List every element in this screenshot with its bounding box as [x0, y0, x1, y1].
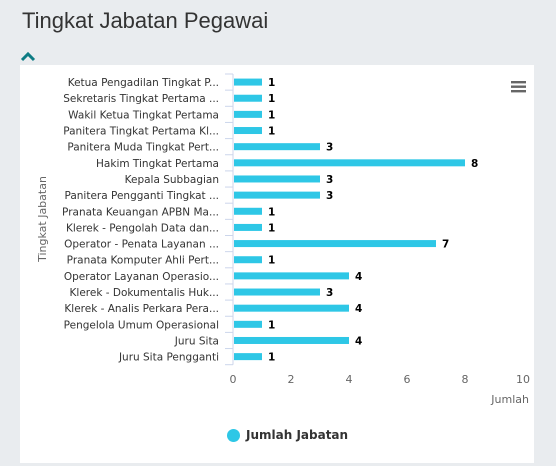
y-tick-label: Ketua Pengadilan Tingkat P...: [68, 77, 219, 89]
page-title: Tingkat Jabatan Pegawai: [22, 8, 269, 33]
data-label: 3: [326, 190, 333, 202]
bar: [234, 94, 262, 102]
bar: [234, 223, 262, 231]
hamburger-menu-icon: [511, 81, 526, 93]
y-tick-label: Klerek - Pengolah Data dan...: [66, 222, 219, 234]
chart-menu-button[interactable]: [506, 79, 530, 99]
data-label: 7: [442, 239, 449, 251]
y-tick-label: Panitera Tingkat Pertama Kl...: [63, 126, 219, 138]
bar: [234, 353, 262, 361]
legend-marker: [227, 428, 240, 442]
data-label: 4: [355, 303, 362, 315]
data-label: 4: [355, 335, 362, 347]
bar: [234, 143, 320, 151]
y-tick-label: Sekretaris Tingkat Pertama ...: [63, 93, 219, 105]
x-tick-label: 10: [516, 373, 530, 386]
y-tick-label: Juru Sita Pengganti: [118, 352, 219, 364]
bar: [234, 320, 262, 328]
bar: [234, 110, 262, 118]
bar: [234, 159, 465, 167]
bar: [234, 304, 349, 312]
x-tick-label: 8: [462, 373, 469, 386]
y-tick-label: Operator Layanan Operasio...: [64, 271, 219, 283]
data-label: 4: [355, 271, 362, 283]
y-tick-label: Klerek - Dokumentalis Huk...: [70, 287, 219, 299]
x-axis-title: Jumlah: [490, 393, 529, 406]
bar: [234, 127, 262, 135]
bar: [234, 256, 262, 264]
y-axis-title: Tingkat Jabatan: [36, 176, 49, 263]
x-tick-label: 4: [346, 373, 353, 386]
legend-label: Jumlah Jabatan: [246, 428, 349, 442]
data-label: 1: [268, 222, 275, 234]
collapse-toggle-button[interactable]: [19, 48, 37, 62]
data-label: 3: [326, 142, 333, 154]
data-label: 1: [268, 255, 275, 267]
data-label: 1: [268, 352, 275, 364]
y-tick-label: Wakil Ketua Tingkat Pertama: [68, 109, 219, 121]
x-tick-label: 0: [230, 373, 237, 386]
data-label: 3: [326, 287, 333, 299]
x-tick-label: 6: [404, 373, 411, 386]
bar: [234, 240, 436, 248]
y-tick-label: Hakim Tingkat Pertama: [96, 158, 219, 170]
y-tick-label: Kepala Subbagian: [125, 174, 219, 186]
chart-card: Tingkat Jabatan Jumlah Ketua Pengadilan …: [20, 65, 534, 463]
bar: [234, 207, 262, 215]
data-label: 1: [268, 109, 275, 121]
bar: [234, 336, 349, 344]
data-label: 1: [268, 206, 275, 218]
y-tick-label: Klerek - Analis Perkara Pera...: [64, 303, 219, 315]
x-tick-label: 2: [288, 373, 295, 386]
y-tick-label: Panitera Muda Tingkat Pert...: [67, 142, 219, 154]
y-tick-label: Panitera Pengganti Tingkat ...: [64, 190, 219, 202]
bar: [234, 175, 320, 183]
bar: [234, 78, 262, 86]
y-tick-label: Operator - Penata Layanan ...: [64, 239, 219, 251]
y-tick-label: Pranata Keuangan APBN Ma...: [62, 206, 219, 218]
y-tick-label: Pengelola Umum Operasional: [64, 319, 219, 331]
y-tick-label: Pranata Komputer Ahli Pert...: [67, 255, 219, 267]
data-label: 1: [268, 126, 275, 138]
y-tick-label: Juru Sita: [174, 335, 219, 347]
bar-chart: Tingkat Jabatan Jumlah Ketua Pengadilan …: [36, 73, 530, 406]
data-label: 1: [268, 77, 275, 89]
bar: [234, 191, 320, 199]
legend-item[interactable]: Jumlah Jabatan: [227, 427, 348, 443]
chevron-up-icon: [20, 51, 36, 62]
bar: [234, 288, 320, 296]
data-label: 3: [326, 174, 333, 186]
data-label: 1: [268, 319, 275, 331]
data-label: 1: [268, 93, 275, 105]
data-label: 8: [471, 158, 478, 170]
bar: [234, 272, 349, 280]
